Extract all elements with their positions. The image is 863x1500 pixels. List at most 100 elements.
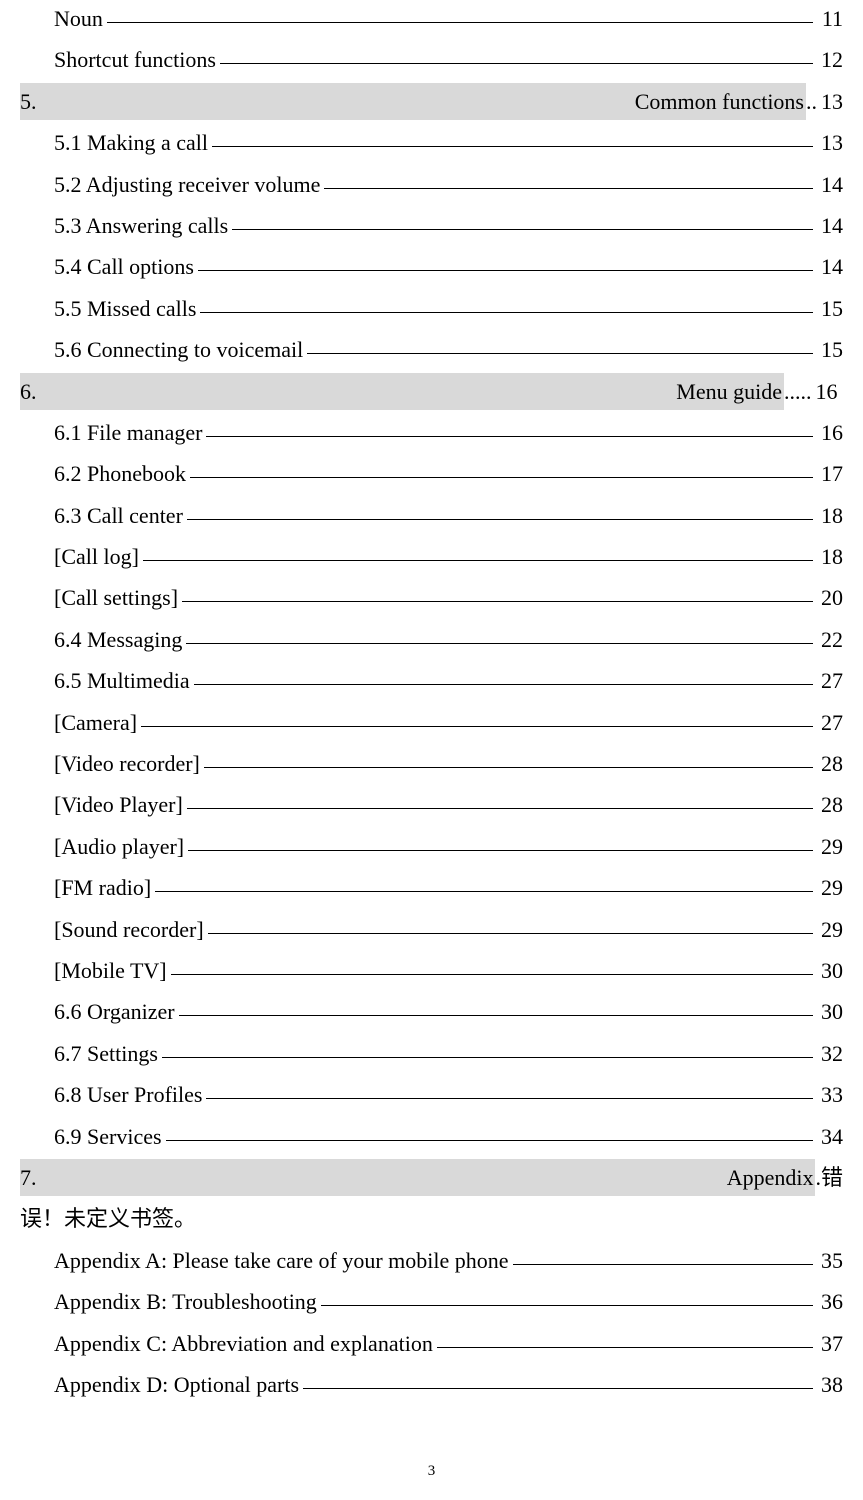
- toc-label: Noun: [54, 0, 103, 37]
- toc-label: Appendix A: Please take care of your mob…: [54, 1242, 509, 1279]
- toc-page-num: 32: [817, 1035, 843, 1072]
- error-text-char: 错: [821, 1159, 843, 1196]
- toc-entry: [Video Player] 28: [20, 786, 843, 823]
- toc-entry: Appendix A: Please take care of your mob…: [20, 1242, 843, 1279]
- toc-page-num: 37: [817, 1325, 843, 1362]
- toc-leader: [179, 1015, 813, 1016]
- error-continuation: 误！未定义书签。: [20, 1200, 843, 1237]
- toc-leader: [162, 1057, 813, 1058]
- toc-leader: [143, 560, 813, 561]
- toc-label: [Video Player]: [54, 786, 183, 823]
- toc-section-header: 7. Appendix . 错: [20, 1159, 843, 1196]
- section-title: Appendix: [727, 1159, 814, 1196]
- toc-page-num: 27: [817, 704, 843, 741]
- toc-page-num: 12: [817, 41, 843, 78]
- toc-leader: [141, 726, 813, 727]
- toc-leader: [187, 519, 813, 520]
- toc-entry: 6.6 Organizer 30: [20, 993, 843, 1030]
- toc-label: 6.5 Multimedia: [54, 662, 190, 699]
- toc-entry: 6.1 File manager 16: [20, 414, 843, 451]
- toc-leader: [208, 933, 813, 934]
- toc-label: [Call settings]: [54, 579, 178, 616]
- toc-leader: [194, 684, 813, 685]
- toc-entry: [Video recorder] 28: [20, 745, 843, 782]
- toc-page: Noun 11 Shortcut functions 12 5. Common …: [0, 0, 863, 1500]
- toc-page-num: 14: [817, 248, 843, 285]
- toc-section-header: 6. Menu guide ..... 16: [20, 373, 843, 410]
- toc-leader: [220, 63, 813, 64]
- toc-page-num: 15: [817, 290, 843, 327]
- toc-page-num: 18: [817, 497, 843, 534]
- toc-entry: [Mobile TV] 30: [20, 952, 843, 989]
- section-number: 5.: [20, 83, 37, 120]
- toc-label: 6.2 Phonebook: [54, 455, 186, 492]
- toc-leader: [166, 1140, 813, 1141]
- toc-leader: [186, 643, 813, 644]
- toc-label: 6.9 Services: [54, 1118, 162, 1155]
- toc-label: Appendix C: Abbreviation and explanation: [54, 1325, 433, 1362]
- toc-page-num: 30: [817, 952, 843, 989]
- toc-page-num: 16: [817, 414, 843, 451]
- toc-entry: 6.2 Phonebook 17: [20, 455, 843, 492]
- toc-entry: Shortcut functions 12: [20, 41, 843, 78]
- toc-label: 6.7 Settings: [54, 1035, 158, 1072]
- toc-leader: [206, 1098, 813, 1099]
- toc-entry: [Audio player] 29: [20, 828, 843, 865]
- toc-entry: [FM radio] 29: [20, 869, 843, 906]
- toc-entry: [Sound recorder] 29: [20, 911, 843, 948]
- toc-page-num: 13: [817, 83, 843, 120]
- toc-entry: [Camera] 27: [20, 704, 843, 741]
- toc-page-num: 28: [817, 786, 843, 823]
- page-footer-number: 3: [20, 1463, 843, 1500]
- toc-leader: [155, 891, 813, 892]
- section-title: Menu guide: [676, 373, 782, 410]
- toc-entry: 5.4 Call options 14: [20, 248, 843, 285]
- toc-page-num: 34: [817, 1118, 843, 1155]
- toc-label: [Camera]: [54, 704, 137, 741]
- section-dots: .....: [784, 373, 812, 410]
- toc-label: [Call log]: [54, 538, 139, 575]
- toc-label: Appendix D: Optional parts: [54, 1366, 299, 1403]
- toc-entry: Appendix D: Optional parts 38: [20, 1366, 843, 1403]
- toc-leader: [188, 850, 813, 851]
- toc-leader: [212, 146, 813, 147]
- toc-leader: [513, 1264, 813, 1265]
- toc-page-num: 13: [817, 124, 843, 161]
- toc-page-num: 27: [817, 662, 843, 699]
- toc-entry: 5.1 Making a call 13: [20, 124, 843, 161]
- toc-entry: [Call settings] 20: [20, 579, 843, 616]
- toc-label: [Audio player]: [54, 828, 184, 865]
- toc-entry: Noun 11: [20, 0, 843, 37]
- section-number: 6.: [20, 373, 37, 410]
- toc-entry: 5.3 Answering calls 14: [20, 207, 843, 244]
- toc-page-num: 11: [817, 0, 843, 37]
- section-highlight: 7. Appendix: [20, 1159, 815, 1196]
- toc-label: 6.3 Call center: [54, 497, 183, 534]
- section-highlight: 5. Common functions: [20, 83, 806, 120]
- toc-label: 5.2 Adjusting receiver volume: [54, 166, 320, 203]
- toc-label: [Sound recorder]: [54, 911, 204, 948]
- toc-entry: 5.5 Missed calls 15: [20, 290, 843, 327]
- toc-page-num: 29: [817, 869, 843, 906]
- toc-leader: [204, 767, 813, 768]
- toc-leader: [324, 188, 813, 189]
- toc-page-num: 33: [817, 1076, 843, 1113]
- toc-section-header: 5. Common functions .. 13: [20, 83, 843, 120]
- toc-page-num: 35: [817, 1242, 843, 1279]
- toc-leader: [200, 312, 813, 313]
- toc-leader: [187, 808, 813, 809]
- toc-label: 6.4 Messaging: [54, 621, 182, 658]
- toc-leader: [107, 22, 813, 23]
- toc-page-num: 14: [817, 166, 843, 203]
- toc-entry: 6.5 Multimedia 27: [20, 662, 843, 699]
- toc-page-num: 29: [817, 911, 843, 948]
- toc-page-num: 14: [817, 207, 843, 244]
- toc-entry: Appendix B: Troubleshooting 36: [20, 1283, 843, 1320]
- toc-leader: [321, 1305, 813, 1306]
- section-highlight: 6. Menu guide: [20, 373, 784, 410]
- toc-page-num: 30: [817, 993, 843, 1030]
- toc-label: 6.8 User Profiles: [54, 1076, 202, 1113]
- toc-leader: [171, 974, 813, 975]
- toc-leader: [437, 1347, 813, 1348]
- toc-label: [FM radio]: [54, 869, 151, 906]
